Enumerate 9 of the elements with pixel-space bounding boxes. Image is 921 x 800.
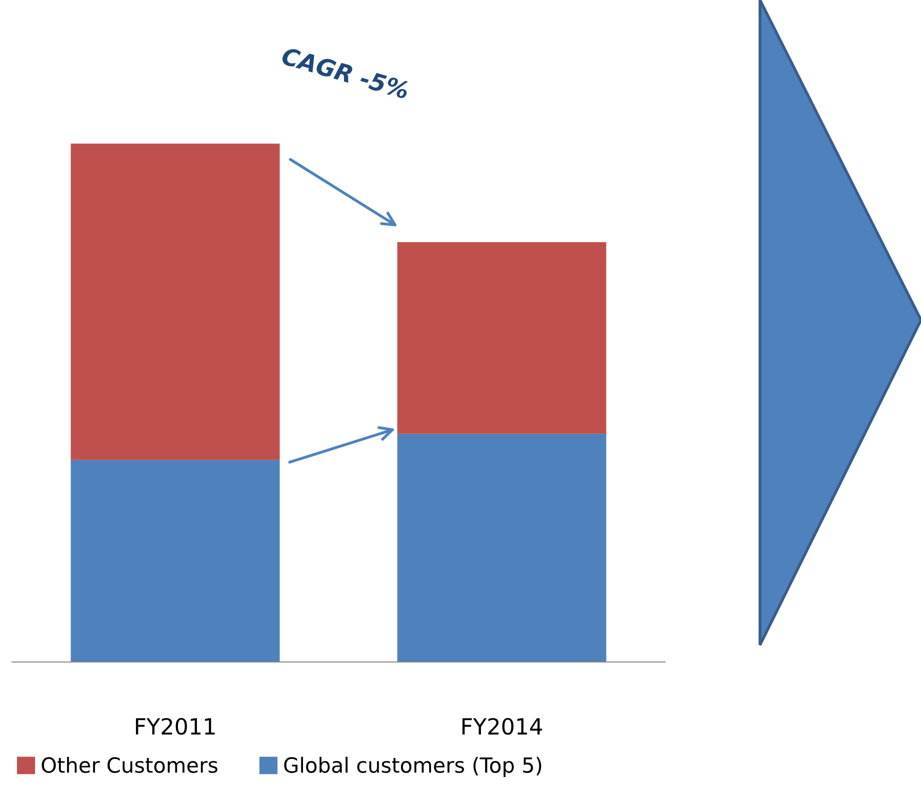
legend-label: Global customers (Top 5) [284,756,542,777]
bar [70,144,280,460]
legend-label: Other Customers [42,756,218,773]
bar [397,242,606,434]
text: CAGR -5% [280,46,410,100]
bar [70,460,280,662]
bar [397,434,606,662]
x-tick-label: FY2011 [136,718,215,735]
x-tick-label: FY2014 [462,718,542,735]
